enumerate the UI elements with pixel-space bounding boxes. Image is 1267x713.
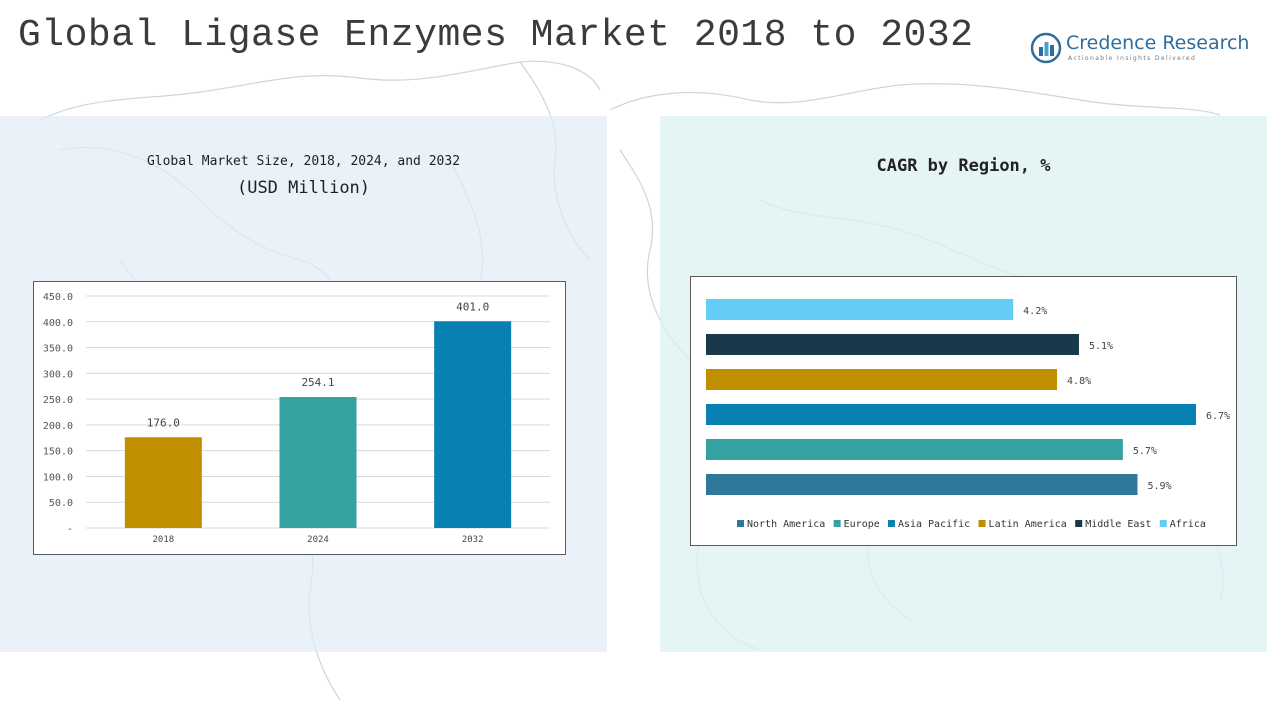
market-size-chart-subtitle: (USD Million) xyxy=(236,178,371,198)
legend-label: North America xyxy=(747,519,825,530)
data-label: 5.1% xyxy=(1089,341,1113,352)
data-label: 5.9% xyxy=(1147,481,1171,492)
bar-middle-east xyxy=(706,334,1079,355)
logo-name: Credence Research xyxy=(1066,32,1250,54)
legend-label: Europe xyxy=(844,519,880,530)
legend-swatch xyxy=(737,520,744,527)
market-size-chart-frame: - 50.0 100.0 150.0 200.0 250.0 300.0 350.0 400.0… xyxy=(33,281,566,555)
legend-swatch xyxy=(833,520,841,527)
bar-chart-logo-icon xyxy=(1030,32,1062,64)
cagr-chart-frame: 4.2% 5.1% 4.8% 6.7% 5.7% 5.9% North America Eur… xyxy=(690,276,1237,546)
y-tick-label: 250.0 xyxy=(43,395,73,406)
legend-swatch xyxy=(1075,520,1083,527)
data-label: 5.7% xyxy=(1133,446,1157,457)
legend-label: Middle East xyxy=(1085,519,1151,530)
y-tick-label: - xyxy=(67,524,73,535)
bar-2018 xyxy=(124,437,202,528)
y-tick-label: 450.0 xyxy=(43,292,73,303)
market-size-chart-title: Global Market Size, 2018, 2024, and 2032 xyxy=(146,154,461,169)
x-tick-label: 2018 xyxy=(152,535,174,545)
bar-africa xyxy=(706,299,1014,320)
data-label: 254.1 xyxy=(301,376,334,389)
data-label: 4.8% xyxy=(1067,376,1091,387)
bar-europe xyxy=(706,439,1123,460)
y-tick-label: 400.0 xyxy=(43,318,73,329)
legend-label: Asia Pacific xyxy=(898,519,970,530)
x-tick-label: 2032 xyxy=(462,535,484,545)
data-label: 6.7% xyxy=(1206,411,1230,422)
data-label: 4.2% xyxy=(1023,306,1047,317)
page-title: Global Ligase Enzymes Market 2018 to 203… xyxy=(18,14,974,57)
data-label: 401.0 xyxy=(456,300,489,313)
data-label: 176.0 xyxy=(147,416,180,429)
y-tick-label: 200.0 xyxy=(43,421,73,432)
bar-2024 xyxy=(279,396,357,528)
legend-swatch xyxy=(978,520,986,527)
bar-asia-pacific xyxy=(706,404,1196,425)
y-tick-label: 50.0 xyxy=(49,498,73,509)
cagr-chart-title: CAGR by Region, % xyxy=(876,156,1051,176)
legend-swatch xyxy=(1159,520,1167,527)
market-size-bar-chart: - 50.0 100.0 150.0 200.0 250.0 300.0 350.0 400.0… xyxy=(43,292,550,545)
bar-2032 xyxy=(434,321,512,528)
legend-label: Latin America xyxy=(989,519,1067,530)
y-tick-label: 350.0 xyxy=(43,344,73,355)
logo-tagline: Actionable Insights Delivered xyxy=(1068,55,1197,62)
y-tick-label: 100.0 xyxy=(43,472,73,483)
x-tick-label: 2024 xyxy=(307,535,329,545)
y-tick-label: 150.0 xyxy=(43,447,73,458)
legend-swatch xyxy=(887,520,895,527)
bar-latin-america xyxy=(706,369,1058,390)
cagr-bar-chart: 4.2% 5.1% 4.8% 6.7% 5.7% 5.9% North America Eur… xyxy=(706,299,1230,530)
y-tick-label: 300.0 xyxy=(43,369,73,380)
legend-label: Africa xyxy=(1170,519,1206,530)
brand-logo[interactable]: Credence Research Actionable Insights De… xyxy=(1030,30,1249,66)
bar-north-america xyxy=(706,474,1138,495)
